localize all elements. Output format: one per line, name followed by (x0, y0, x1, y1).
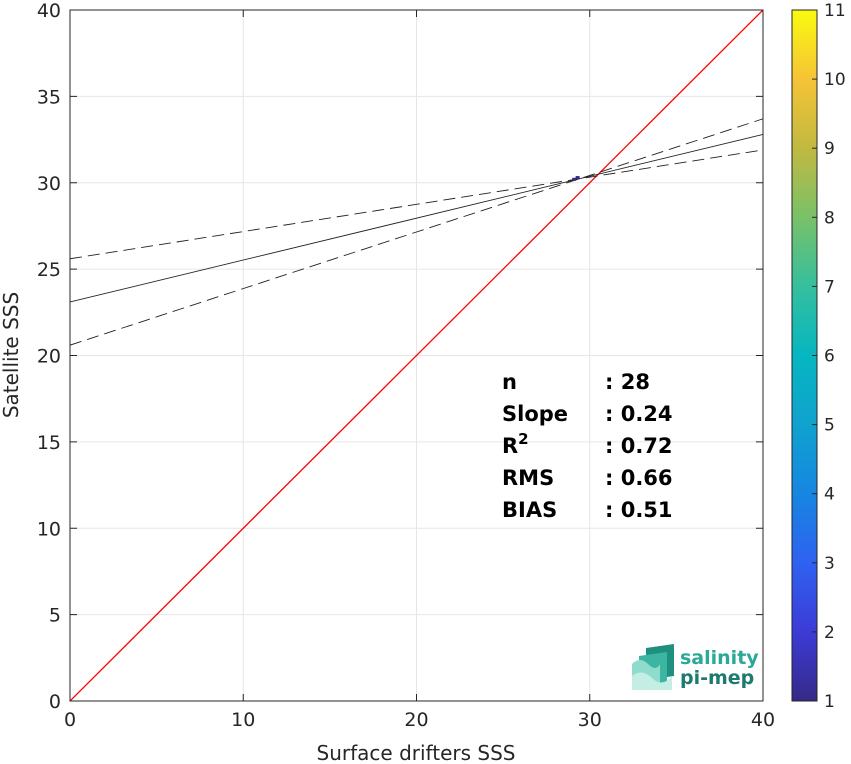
colorbar-tick-label: 11 (824, 1, 846, 21)
regression-line (70, 133, 763, 303)
colorbar-tick-label: 7 (824, 277, 835, 297)
confidence-upper-line (70, 149, 763, 260)
colorbar-tick-label: 2 (824, 623, 835, 643)
colorbar-tick-label: 8 (824, 208, 835, 228)
stat-value: : 0.24 (605, 402, 673, 426)
stat-value: : 28 (605, 370, 650, 394)
stat-value: : 0.72 (605, 434, 673, 458)
x-tick-label: 10 (231, 709, 255, 731)
stat-value: : 0.66 (605, 466, 673, 490)
data-point (575, 176, 580, 180)
colorbar-tick-label: 6 (824, 347, 835, 367)
stat-label: BIAS (502, 498, 557, 522)
logo-text-pi-mep: pi-mep (680, 667, 754, 689)
data-point (572, 177, 577, 181)
x-tick-label: 40 (751, 709, 775, 731)
colorbar-tick-label: 1 (824, 692, 835, 712)
stat-label: R2 (502, 430, 529, 458)
colorbar-tick-label: 9 (824, 139, 835, 159)
identity-line (70, 10, 763, 701)
colorbar-tick-label: 10 (824, 70, 846, 90)
x-tick-label: 20 (404, 709, 428, 731)
y-tick-label: 20 (37, 346, 61, 368)
confidence-lower-line (70, 118, 763, 346)
stats-box: n : 28 Slope : 0.24 R2 : 0.72 RMS : 0.66 BIAS : 0… (502, 370, 673, 522)
logo-text-salinity: salinity (680, 647, 759, 669)
y-tick-label: 25 (37, 259, 61, 281)
y-tick-label: 10 (37, 518, 61, 540)
stat-label: RMS (502, 466, 554, 490)
stat-value: : 0.51 (605, 498, 673, 522)
x-axis-label: Surface drifters SSS (317, 741, 516, 764)
x-tick-label: 30 (578, 709, 602, 731)
stat-label: n (502, 370, 517, 394)
y-tick-label: 0 (49, 691, 61, 713)
y-tick-label: 35 (37, 86, 61, 108)
colorbar-tick-label: 4 (824, 485, 835, 505)
colorbar-tick-label: 3 (824, 554, 835, 574)
x-tick-label: 0 (64, 709, 76, 731)
stat-label: Slope (502, 402, 568, 426)
colorbar-tick-label: 5 (824, 416, 835, 436)
y-tick-label: 40 (37, 0, 61, 22)
y-tick-label: 30 (37, 173, 61, 195)
colorbar: 1 2 3 4 5 6 7 8 9 10 11 (791, 1, 846, 712)
y-tick-label: 15 (37, 432, 61, 454)
grid-lines (70, 10, 763, 701)
salinity-pi-mep-logo: salinity pi-mep (632, 644, 759, 690)
y-tick-label: 5 (49, 605, 61, 627)
logo-waves-icon (632, 644, 674, 690)
y-axis-label: Satellite SSS (0, 292, 23, 418)
